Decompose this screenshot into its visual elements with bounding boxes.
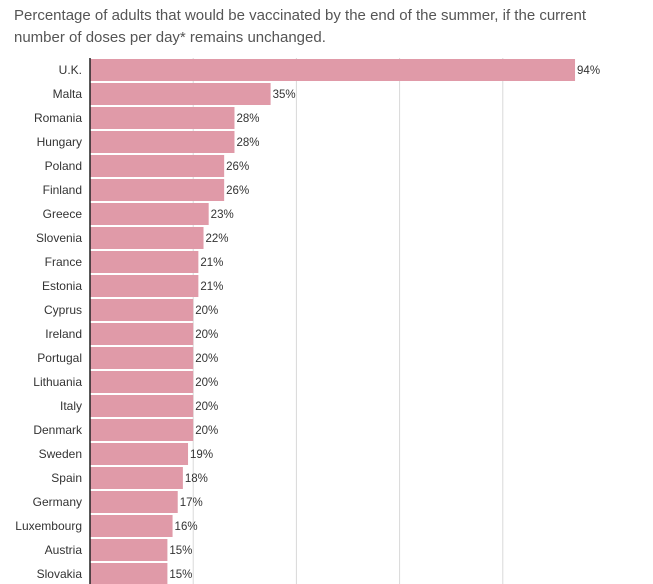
value-label: 26% xyxy=(226,185,249,197)
bar xyxy=(90,275,199,297)
bar xyxy=(90,107,235,129)
bar xyxy=(90,299,194,321)
category-label: Estonia xyxy=(42,279,82,293)
value-label: 20% xyxy=(195,425,218,437)
category-label: Slovakia xyxy=(37,567,83,581)
value-label: 28% xyxy=(236,113,259,125)
value-label: 21% xyxy=(200,281,223,293)
value-label: 17% xyxy=(180,497,203,509)
category-label: Hungary xyxy=(37,135,82,149)
value-label: 20% xyxy=(195,401,218,413)
bar xyxy=(90,131,235,153)
category-label: Portugal xyxy=(37,351,82,365)
value-label: 22% xyxy=(206,233,229,245)
category-label: France xyxy=(45,255,83,269)
chart-title: Percentage of adults that would be vacci… xyxy=(14,7,587,46)
value-label: 15% xyxy=(169,569,192,581)
bar xyxy=(90,467,183,489)
category-label: Luxembourg xyxy=(15,519,82,533)
category-label: Italy xyxy=(60,399,82,413)
value-label: 18% xyxy=(185,473,208,485)
value-labels: 94% 35% 28% 28% 26% 26% 23% 22% 21% 21% 20% 20% 20% 2… xyxy=(169,65,600,581)
category-labels: U.K. Malta Romania Hungary Poland Finland Gree… xyxy=(15,63,83,581)
value-label: 26% xyxy=(226,161,249,173)
bar xyxy=(90,203,209,225)
bar xyxy=(90,59,576,81)
value-label: 28% xyxy=(236,137,259,149)
bar xyxy=(90,323,194,345)
value-label: 20% xyxy=(195,329,218,341)
bar xyxy=(90,515,173,537)
value-label: 35% xyxy=(273,89,296,101)
category-label: Romania xyxy=(34,111,82,125)
category-label: U.K. xyxy=(59,63,82,77)
category-label: Malta xyxy=(53,87,83,101)
category-label: Ireland xyxy=(45,327,82,341)
value-label: 20% xyxy=(195,305,218,317)
bar xyxy=(90,539,168,561)
bar xyxy=(90,563,168,584)
bar xyxy=(90,395,194,417)
bar xyxy=(90,251,199,273)
value-label: 16% xyxy=(175,521,198,533)
bars xyxy=(90,59,576,584)
value-label: 20% xyxy=(195,353,218,365)
value-label: 94% xyxy=(577,65,600,77)
bar xyxy=(90,371,194,393)
category-label: Greece xyxy=(43,207,83,221)
category-label: Slovenia xyxy=(36,231,82,245)
bar xyxy=(90,443,189,465)
category-label: Sweden xyxy=(39,447,82,461)
value-label: 23% xyxy=(211,209,234,221)
category-label: Poland xyxy=(45,159,82,173)
value-label: 21% xyxy=(200,257,223,269)
value-label: 20% xyxy=(195,377,218,389)
category-label: Denmark xyxy=(33,423,83,437)
bar xyxy=(90,179,225,201)
category-label: Lithuania xyxy=(33,375,82,389)
value-label: 19% xyxy=(190,449,213,461)
category-label: Finland xyxy=(43,183,82,197)
category-label: Cyprus xyxy=(44,303,82,317)
bar xyxy=(90,419,194,441)
bar xyxy=(90,491,178,513)
value-label: 15% xyxy=(169,545,192,557)
bar xyxy=(90,227,204,249)
category-label: Austria xyxy=(45,543,83,557)
bar xyxy=(90,83,271,105)
bar xyxy=(90,347,194,369)
category-label: Spain xyxy=(51,471,82,485)
category-label: Germany xyxy=(33,495,82,509)
bar xyxy=(90,155,225,177)
